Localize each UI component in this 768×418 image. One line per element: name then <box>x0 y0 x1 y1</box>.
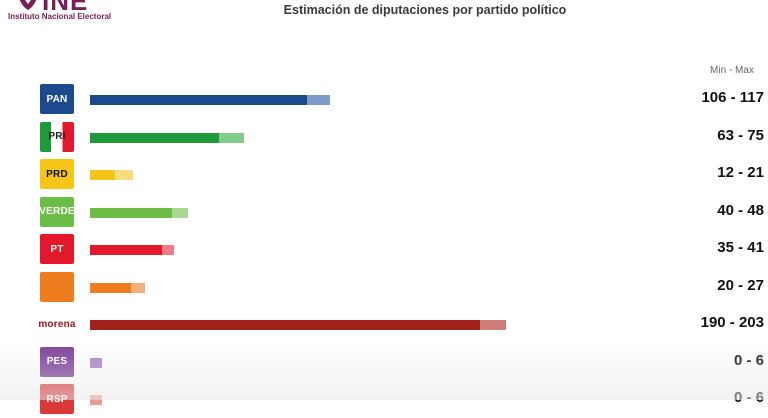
chart-row-pan: PAN 106 - 117 <box>0 80 768 118</box>
chart-row-movimiento-ciudadano: 20 - 27 <box>0 268 768 306</box>
bar-min-morena <box>90 320 480 330</box>
range-label: 0 - 6 <box>733 389 764 406</box>
chart-row-verde: VERDE 40 - 48 <box>0 193 768 231</box>
range-label: 106 - 117 <box>701 89 764 106</box>
party-logo-pt-icon: PT <box>40 234 74 264</box>
chart-row-pes: PES 0 - 6 <box>0 343 768 381</box>
party-logo-pan-icon: PAN <box>40 84 74 114</box>
range-label: 20 - 27 <box>717 276 764 294</box>
party-logo-label: VERDE <box>40 206 74 217</box>
party-logo-verde-icon: VERDE <box>40 196 74 227</box>
header: INE Instituto Nacional Electoral Estimac… <box>0 0 768 30</box>
range-label: 40 - 48 <box>717 201 764 219</box>
range-label: 12 - 21 <box>717 164 764 181</box>
chart-row-pt: PT 35 - 41 <box>0 230 768 268</box>
bar-min-movimiento-ciudadano <box>90 282 131 293</box>
chart-row-morena: morena 190 - 203 <box>0 305 768 343</box>
chart-row-rsp: RSP 0 - 6 <box>0 380 768 418</box>
party-logo-prd-icon: PRD <box>40 159 74 189</box>
party-logo-pes-icon: PES <box>40 346 74 377</box>
party-logo-label: morena <box>38 318 76 330</box>
range-label: 190 - 203 <box>700 314 764 331</box>
bar-max-rsp <box>90 395 103 405</box>
bar-min-verde <box>90 207 172 218</box>
chart-row-pri: PRI 63 - 75 <box>0 118 768 156</box>
range-label: 63 - 75 <box>717 126 764 144</box>
party-logo-label: PRI <box>48 131 66 142</box>
bar-min-pan <box>90 95 308 105</box>
ine-logo-name: INE <box>42 0 89 16</box>
party-logo-pri-icon: PRI <box>40 121 74 152</box>
party-logo-rsp-icon: RSP <box>40 384 74 414</box>
ine-emblem-icon <box>19 0 37 10</box>
party-logo-label: RSP <box>46 393 68 405</box>
bar-min-pri <box>90 132 220 143</box>
ine-logo: INE Instituto Nacional Electoral <box>6 0 136 26</box>
chart-title: Estimación de diputaciones por partido p… <box>283 3 567 17</box>
party-logo-label: PAN <box>46 93 68 105</box>
bar-min-prd <box>90 170 115 180</box>
party-logo-morena-icon: morena <box>37 309 77 339</box>
range-column-header: Min - Max <box>710 65 754 76</box>
ine-logo-subtitle: Instituto Nacional Electoral <box>8 12 112 21</box>
party-logo-label: PT <box>50 243 64 255</box>
party-logo-label: PES <box>46 356 68 367</box>
chart-row-prd: PRD 12 - 21 <box>0 155 768 193</box>
bar-min-pt <box>90 245 162 255</box>
range-label: 0 - 6 <box>733 351 764 369</box>
range-label: 35 - 41 <box>717 239 764 256</box>
bar-max-pes <box>90 357 103 368</box>
party-logo-label: PRD <box>46 168 68 180</box>
party-logo-movimiento-ciudadano-icon <box>40 271 74 302</box>
